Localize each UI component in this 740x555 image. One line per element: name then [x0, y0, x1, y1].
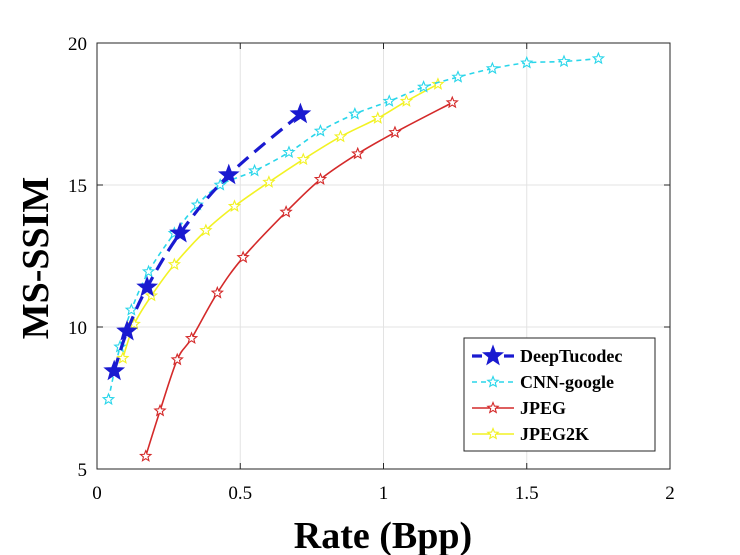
data-point-jpeg2k: [144, 288, 159, 302]
data-point-jpeg2k: [431, 77, 445, 90]
y-tick-label: 15: [68, 176, 87, 197]
data-point-cnn-google: [382, 94, 396, 107]
data-point-jpeg: [210, 285, 224, 299]
legend-label-deeptucodec: DeepTucodec: [520, 346, 622, 366]
y-tick-label: 20: [68, 34, 87, 55]
y-axis-title: MS-SSIM: [15, 177, 57, 340]
data-point-deeptucodec: [103, 359, 126, 381]
data-point-deeptucodec: [136, 275, 159, 297]
legend-marker-deeptucodec: [481, 344, 505, 366]
legend-label-jpeg2k: JPEG2K: [520, 424, 589, 444]
data-point-jpeg2k: [371, 111, 385, 124]
series-jpeg: [139, 95, 459, 462]
legend: DeepTucodec CNN-google JPEG JPEG2K: [463, 337, 656, 452]
series-line-deeptucodec: [112, 112, 302, 372]
y-tick-label: 5: [78, 460, 88, 481]
data-point-jpeg2k: [227, 199, 242, 212]
data-point-cnn-google: [282, 145, 296, 158]
data-point-jpeg: [153, 403, 167, 417]
data-point-jpeg2k: [296, 152, 310, 166]
data-point-jpeg: [388, 125, 402, 139]
data-point-jpeg2k: [262, 175, 276, 188]
data-point-jpeg2k: [167, 257, 182, 271]
data-point-jpeg: [184, 331, 199, 345]
data-point-deeptucodec: [289, 102, 312, 124]
data-point-cnn-google: [520, 55, 534, 69]
x-tick-label: 2: [665, 483, 675, 504]
data-point-jpeg: [351, 146, 365, 160]
legend-label-cnn-google: CNN-google: [520, 372, 614, 392]
data-point-deeptucodec: [169, 221, 191, 243]
data-point-jpeg: [236, 250, 250, 264]
data-point-cnn-google: [190, 197, 204, 211]
data-point-cnn-google: [348, 107, 362, 120]
data-point-jpeg2k: [399, 94, 414, 107]
data-point-cnn-google: [213, 178, 227, 191]
series-deeptucodec: [103, 102, 312, 381]
axis-ticks: 0 0.5 1 1.5 2 5 10 15 20: [68, 34, 675, 504]
data-point-jpeg: [170, 352, 184, 366]
x-tick-label: 1: [379, 483, 389, 504]
data-point-cnn-google: [313, 124, 328, 137]
data-point-cnn-google: [416, 80, 431, 93]
data-point-jpeg2k: [333, 129, 348, 143]
data-point-cnn-google: [141, 264, 156, 278]
series-jpeg2k: [116, 77, 445, 364]
data-point-jpeg2k: [199, 223, 213, 237]
x-tick-label: 0.5: [228, 483, 252, 504]
legend-label-jpeg: JPEG: [520, 398, 566, 418]
data-point-jpeg: [313, 172, 328, 185]
legend-marker-jpeg: [486, 401, 500, 414]
data-point-jpeg: [279, 204, 293, 218]
data-point-deeptucodec: [116, 319, 138, 341]
data-point-cnn-google: [485, 61, 500, 75]
legend-marker-jpeg2k: [486, 427, 500, 440]
series-layer: [101, 51, 606, 462]
legend-marker-cnn-google: [486, 375, 500, 388]
x-tick-label: 1.5: [515, 483, 539, 504]
data-point-jpeg: [139, 449, 153, 462]
data-point-jpeg: [445, 95, 459, 109]
data-point-cnn-google: [557, 54, 571, 68]
data-point-jpeg2k: [116, 351, 130, 364]
y-tick-label: 10: [68, 318, 87, 339]
x-axis-title: Rate (Bpp): [294, 515, 472, 555]
data-point-cnn-google: [101, 392, 116, 406]
data-point-cnn-google: [591, 51, 606, 65]
data-point-deeptucodec: [217, 163, 240, 185]
x-tick-label: 0: [92, 483, 102, 504]
data-point-cnn-google: [247, 163, 262, 177]
data-point-cnn-google: [451, 70, 465, 83]
